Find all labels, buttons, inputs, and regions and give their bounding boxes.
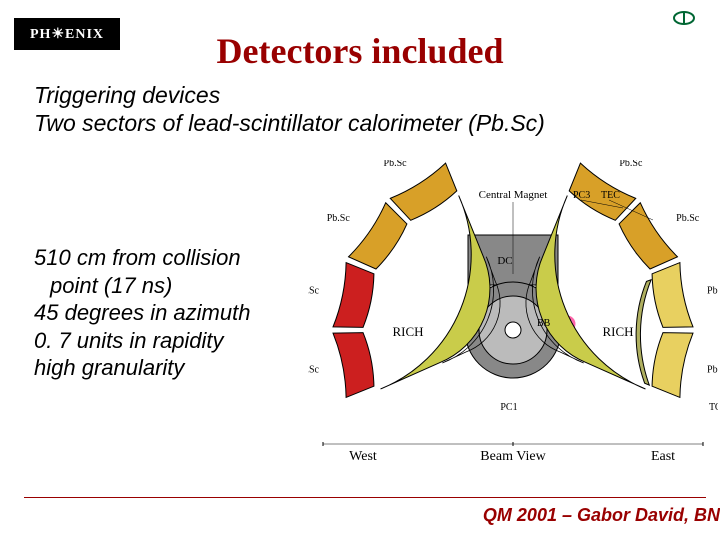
footer-text: QM 2001 – Gabor David, BN	[483, 505, 720, 526]
svg-text:Pb.Sc: Pb.Sc	[619, 160, 643, 169]
intro-line-2: Two sectors of lead-scintillator calorim…	[34, 110, 674, 138]
svg-text:RICH: RICH	[392, 324, 423, 339]
bullet-1a: 510 cm from collision	[34, 244, 314, 272]
body-bullets: 510 cm from collision point (17 ns) 45 d…	[34, 244, 314, 382]
svg-text:Pb.Gl: Pb.Gl	[707, 364, 718, 375]
svg-text:East: East	[651, 449, 675, 464]
svg-text:BB: BB	[537, 318, 551, 329]
bullet-4: high granularity	[34, 354, 314, 382]
svg-text:TEC: TEC	[601, 190, 620, 201]
detector-diagram: Pb.Sc Pb.Sc Pb.Sc Pb.Sc Pb.Sc Pb.Sc Pb.Gl Pb.Gl…	[308, 160, 718, 470]
top-right-mark-icon	[672, 10, 696, 26]
body-intro: Triggering devices Two sectors of lead-s…	[34, 82, 674, 137]
footer-rule	[24, 497, 706, 499]
svg-text:PC1: PC1	[500, 402, 517, 413]
svg-text:Pb.Sc: Pb.Sc	[384, 160, 408, 169]
bullet-1b: point (17 ns)	[34, 272, 314, 300]
svg-text:Pb.Sc: Pb.Sc	[676, 213, 700, 224]
svg-text:RICH: RICH	[602, 324, 633, 339]
svg-text:Pb.Sc: Pb.Sc	[308, 364, 320, 375]
svg-text:DC: DC	[497, 255, 512, 267]
slide-title: Detectors included	[0, 30, 720, 72]
svg-text:TOF: TOF	[709, 402, 718, 413]
svg-text:Pb.Sc: Pb.Sc	[327, 213, 351, 224]
svg-text:Beam View: Beam View	[480, 449, 546, 464]
svg-text:Pb.Sc: Pb.Sc	[308, 286, 320, 297]
bullet-3: 0. 7 units in rapidity	[34, 327, 314, 355]
svg-text:Pb.Gl: Pb.Gl	[707, 286, 718, 297]
bullet-2: 45 degrees in azimuth	[34, 299, 314, 327]
svg-text:Central Magnet: Central Magnet	[479, 189, 548, 201]
svg-text:West: West	[349, 449, 377, 464]
intro-line-1: Triggering devices	[34, 82, 674, 110]
svg-text:PC3: PC3	[573, 190, 590, 201]
